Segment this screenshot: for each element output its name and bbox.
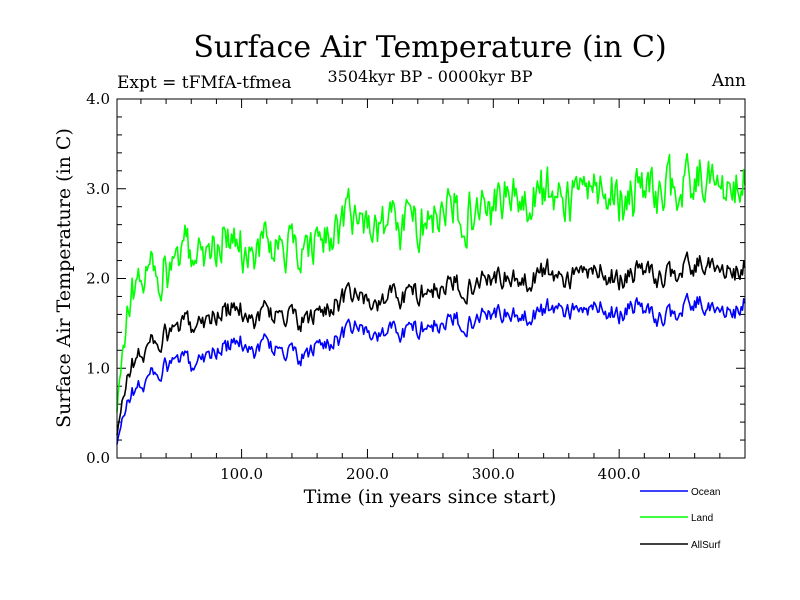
axis-ticks (117, 98, 745, 459)
y-tick-label: 1.0 (86, 359, 110, 377)
legend-label-land: Land (691, 513, 713, 524)
legend: Ocean Land AllSurf (640, 487, 721, 551)
y-tick-label: 4.0 (86, 90, 110, 108)
chart-title: Surface Air Temperature (in C) (193, 30, 666, 65)
plot-frame (116, 98, 746, 459)
tick-labels: 0.0 1.0 2.0 3.0 4.0 100.0 200.0 300.0 400.0 (86, 90, 640, 483)
experiment-label: Expt = tFMfA-tfmea (117, 73, 292, 93)
legend-label-ocean: Ocean (691, 487, 720, 498)
series-line-ocean (116, 292, 746, 445)
x-tick-label: 300.0 (472, 465, 515, 483)
x-tick-label: 400.0 (598, 465, 641, 483)
season-label: Ann (711, 71, 746, 91)
y-tick-label: 0.0 (86, 449, 110, 467)
series-line-allsurf (116, 251, 746, 436)
x-axis-label: Time (in years since start) (304, 486, 557, 508)
series-line-land (116, 152, 746, 413)
series-lines (116, 152, 746, 445)
legend-label-allsurf: AllSurf (691, 540, 721, 551)
y-axis-label: Surface Air Temperature (in C) (53, 128, 75, 428)
y-tick-label: 3.0 (86, 180, 110, 198)
y-tick-label: 2.0 (86, 270, 110, 288)
x-tick-label: 200.0 (346, 465, 389, 483)
x-tick-label: 100.0 (220, 465, 263, 483)
period-label: 3504kyr BP - 0000kyr BP (328, 67, 533, 86)
